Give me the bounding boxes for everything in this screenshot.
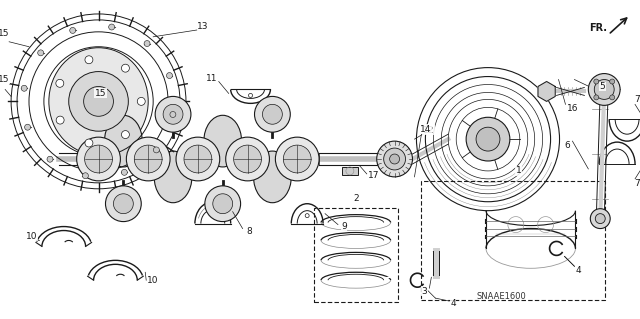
- Circle shape: [184, 145, 212, 173]
- Circle shape: [85, 56, 93, 64]
- Text: 8: 8: [246, 227, 252, 236]
- Circle shape: [166, 73, 172, 78]
- Text: 14: 14: [420, 125, 431, 134]
- Text: 7: 7: [634, 179, 640, 188]
- Text: 15: 15: [95, 89, 106, 98]
- Circle shape: [122, 130, 129, 138]
- Circle shape: [85, 139, 93, 147]
- Circle shape: [212, 194, 233, 214]
- Text: 2: 2: [353, 194, 358, 203]
- Circle shape: [21, 85, 27, 91]
- Text: 12: 12: [422, 126, 434, 135]
- Circle shape: [163, 104, 183, 124]
- Circle shape: [109, 24, 115, 30]
- Circle shape: [77, 137, 120, 181]
- Circle shape: [234, 145, 262, 173]
- Text: 15: 15: [0, 29, 10, 38]
- Circle shape: [594, 95, 599, 100]
- Circle shape: [284, 145, 311, 173]
- Text: 4: 4: [575, 266, 581, 275]
- Text: 11: 11: [206, 74, 218, 83]
- Text: FR.: FR.: [589, 23, 607, 33]
- Circle shape: [226, 137, 269, 181]
- Text: 4: 4: [451, 299, 456, 308]
- Circle shape: [83, 173, 88, 179]
- Ellipse shape: [49, 48, 148, 155]
- Circle shape: [155, 96, 191, 132]
- Circle shape: [275, 137, 319, 181]
- Circle shape: [610, 95, 614, 100]
- Circle shape: [248, 93, 253, 97]
- Ellipse shape: [104, 115, 142, 167]
- Text: 3: 3: [422, 287, 428, 296]
- Text: 13: 13: [197, 22, 209, 31]
- Text: 10: 10: [26, 232, 38, 241]
- Circle shape: [138, 97, 145, 105]
- Text: 6: 6: [564, 141, 570, 150]
- Circle shape: [476, 127, 500, 151]
- Circle shape: [588, 74, 620, 105]
- Circle shape: [377, 141, 413, 177]
- Ellipse shape: [253, 151, 291, 203]
- Text: 10: 10: [147, 276, 159, 285]
- Circle shape: [68, 71, 129, 131]
- Text: 16: 16: [566, 104, 578, 113]
- Circle shape: [305, 214, 309, 218]
- Circle shape: [113, 194, 133, 214]
- Circle shape: [84, 145, 113, 173]
- Circle shape: [383, 148, 406, 170]
- Circle shape: [590, 209, 610, 228]
- Circle shape: [466, 117, 510, 161]
- Circle shape: [24, 124, 31, 130]
- Bar: [342, 167, 358, 175]
- Text: 17: 17: [368, 171, 380, 180]
- Circle shape: [262, 104, 282, 124]
- Text: 15: 15: [0, 75, 10, 84]
- Circle shape: [38, 50, 44, 56]
- Text: 7: 7: [634, 95, 640, 104]
- Circle shape: [205, 186, 241, 222]
- Ellipse shape: [204, 115, 242, 167]
- Circle shape: [595, 214, 605, 224]
- Circle shape: [170, 112, 176, 117]
- Circle shape: [84, 86, 113, 116]
- Circle shape: [594, 79, 599, 84]
- Polygon shape: [538, 82, 556, 101]
- Circle shape: [144, 41, 150, 47]
- Circle shape: [122, 64, 129, 72]
- Circle shape: [610, 79, 614, 84]
- Circle shape: [390, 154, 399, 164]
- Text: SNAAE1600: SNAAE1600: [476, 292, 526, 300]
- Circle shape: [255, 96, 291, 132]
- Circle shape: [70, 27, 76, 33]
- Bar: [314, 208, 397, 302]
- Bar: [421, 181, 605, 300]
- Circle shape: [122, 169, 127, 175]
- Circle shape: [154, 147, 159, 153]
- Text: 9: 9: [341, 222, 347, 231]
- Circle shape: [56, 79, 64, 87]
- Text: 1: 1: [516, 167, 522, 175]
- Text: 5: 5: [600, 82, 605, 91]
- Circle shape: [47, 156, 53, 162]
- Circle shape: [134, 145, 162, 173]
- Circle shape: [176, 137, 220, 181]
- Circle shape: [595, 79, 614, 100]
- Ellipse shape: [154, 151, 192, 203]
- Circle shape: [56, 116, 64, 124]
- Circle shape: [106, 186, 141, 222]
- Circle shape: [126, 137, 170, 181]
